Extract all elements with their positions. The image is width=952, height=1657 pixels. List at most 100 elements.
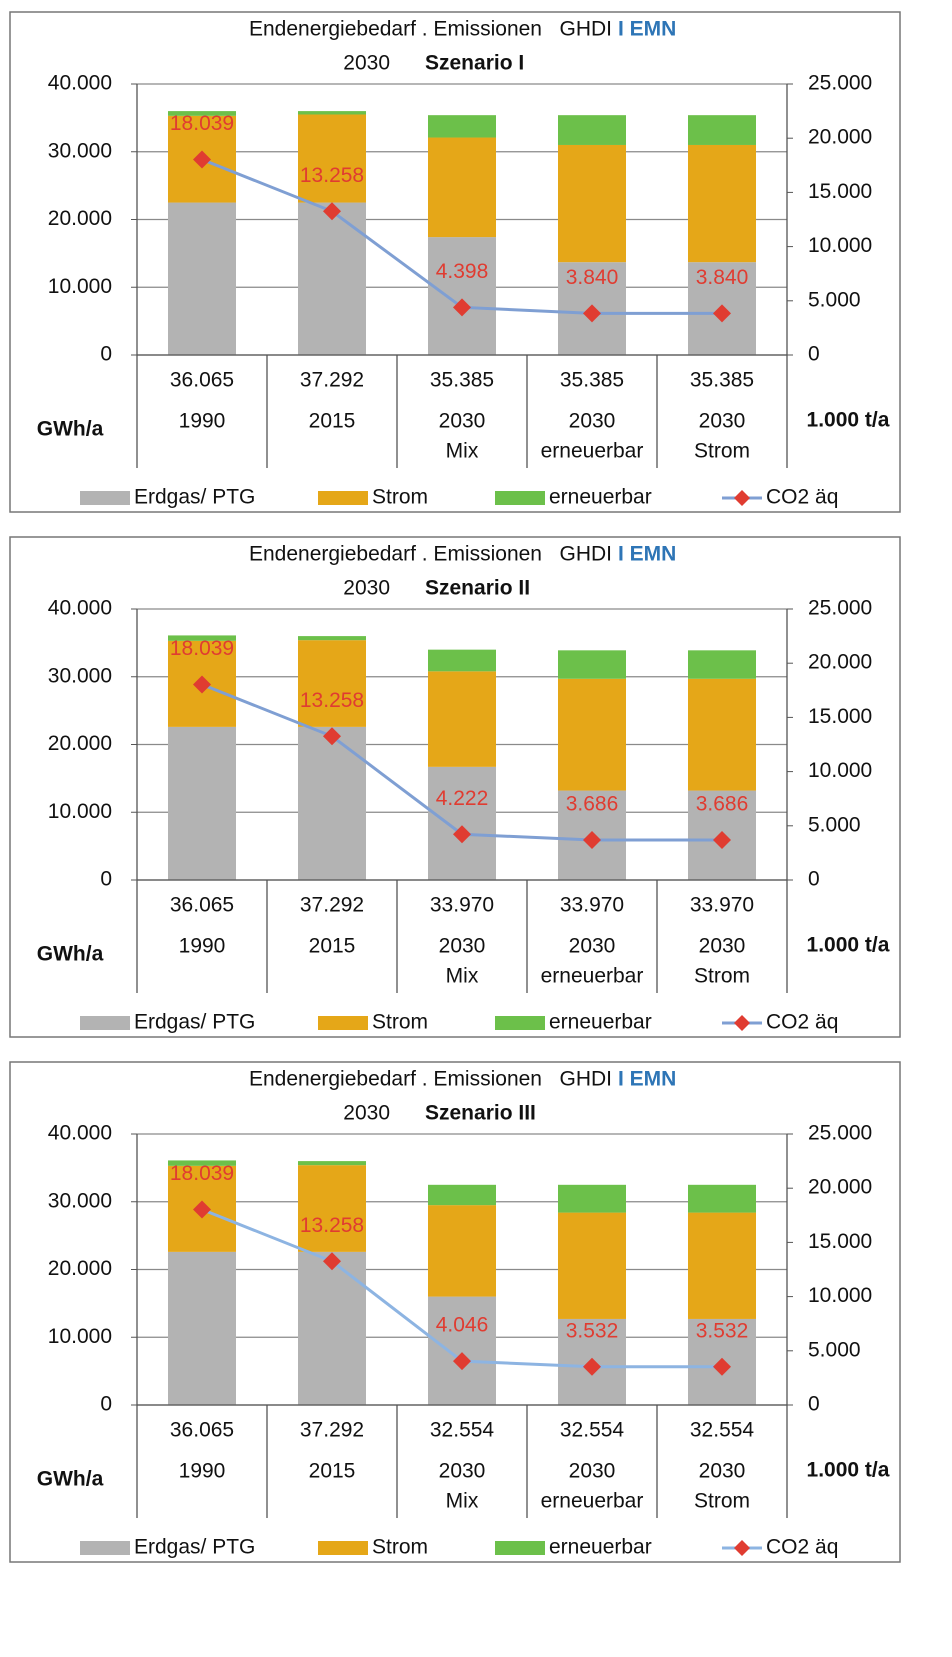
- y2-tick-label: 25.000: [808, 72, 872, 95]
- bar-segment: [688, 1184, 756, 1213]
- x-tick-label: Strom: [694, 440, 750, 463]
- co2-marker: [323, 727, 341, 746]
- y2-tick-label: 20.000: [808, 651, 872, 674]
- x-tick-label: 2030: [569, 410, 616, 433]
- total-label: 35.385: [560, 369, 624, 392]
- bar-segment: [428, 649, 496, 672]
- x-tick-label: 2030: [439, 935, 486, 958]
- data-label: 3.686: [566, 793, 619, 816]
- bar-segment: [298, 1251, 366, 1405]
- y-tick-label: 20.000: [48, 732, 112, 755]
- y-tick-label: 0: [100, 868, 112, 891]
- y2-tick-label: 20.000: [808, 126, 872, 149]
- total-label: 33.970: [690, 894, 754, 917]
- x-tick-label: 1990: [179, 1460, 226, 1483]
- legend-label: erneuerbar: [549, 486, 652, 509]
- y2-axis-label: 1.000 t/a: [807, 409, 890, 432]
- data-label: 3.840: [696, 266, 749, 289]
- data-label: 13.258: [300, 689, 364, 712]
- bar-segment: [688, 678, 756, 791]
- data-label: 3.532: [566, 1319, 619, 1342]
- y2-tick-label: 10.000: [808, 234, 872, 257]
- data-label: 3.840: [566, 266, 619, 289]
- y2-tick-label: 5.000: [808, 813, 861, 836]
- legend-swatch: [495, 1016, 545, 1030]
- y2-tick-label: 0: [808, 868, 820, 891]
- y-tick-label: 10.000: [48, 275, 112, 298]
- y2-tick-label: 15.000: [808, 705, 872, 728]
- co2-marker: [713, 831, 731, 850]
- bar-segment: [428, 237, 496, 355]
- legend-label: Erdgas/ PTG: [134, 1011, 255, 1034]
- y2-axis-label: 1.000 t/a: [807, 1459, 890, 1482]
- y-axis-label: GWh/a: [37, 943, 104, 966]
- bar-segment: [168, 202, 236, 355]
- data-label: 4.398: [436, 260, 489, 283]
- co2-marker: [583, 831, 601, 850]
- bar-segment: [298, 1165, 366, 1252]
- subtitle-year: 2030: [343, 52, 390, 75]
- co2-marker: [193, 675, 211, 694]
- x-tick-label: 2030: [439, 410, 486, 433]
- bar-segment: [558, 144, 626, 263]
- y-tick-label: 0: [100, 1393, 112, 1416]
- bar-segment: [688, 1212, 756, 1319]
- total-label: 37.292: [300, 894, 364, 917]
- x-tick-label: 2015: [309, 935, 356, 958]
- y-tick-label: 10.000: [48, 1325, 112, 1348]
- y2-tick-label: 0: [808, 1393, 820, 1416]
- bar-segment: [298, 202, 366, 355]
- bar-segment: [298, 726, 366, 880]
- bar-segment: [168, 1160, 236, 1166]
- legend-label: Erdgas/ PTG: [134, 486, 255, 509]
- y-tick-label: 40.000: [48, 597, 112, 620]
- y2-tick-label: 25.000: [808, 1122, 872, 1145]
- y-tick-label: 10.000: [48, 800, 112, 823]
- x-tick-label: 2015: [309, 410, 356, 433]
- legend-label: Strom: [372, 1011, 428, 1034]
- bar-segment: [298, 640, 366, 727]
- total-label: 33.970: [560, 894, 624, 917]
- legend-label: erneuerbar: [549, 1536, 652, 1559]
- y-axis-label: GWh/a: [37, 418, 104, 441]
- chart-title: Endenergiebedarf . Emissionen GHDI: [249, 18, 612, 41]
- co2-marker: [193, 1200, 211, 1219]
- bar-segment: [428, 115, 496, 138]
- legend-label: CO2 äq: [766, 486, 838, 509]
- data-label: 4.046: [436, 1314, 489, 1337]
- total-label: 36.065: [170, 894, 234, 917]
- x-tick-label: Mix: [446, 440, 479, 463]
- x-tick-label: erneuerbar: [541, 440, 644, 463]
- data-label: 4.222: [436, 787, 489, 810]
- bar-segment: [558, 115, 626, 145]
- y2-tick-label: 10.000: [808, 759, 872, 782]
- bar-segment: [428, 671, 496, 767]
- y-axis-label: GWh/a: [37, 1468, 104, 1491]
- co2-marker: [453, 298, 471, 317]
- x-tick-label: 2030: [699, 935, 746, 958]
- x-tick-label: 2030: [569, 935, 616, 958]
- x-tick-label: 2030: [699, 410, 746, 433]
- legend-swatch: [318, 491, 368, 505]
- bar-segment: [428, 1184, 496, 1206]
- legend-swatch: [80, 1541, 130, 1555]
- data-label: 18.039: [170, 112, 234, 135]
- bar-segment: [558, 650, 626, 679]
- legend-label: CO2 äq: [766, 1011, 838, 1034]
- total-label: 35.385: [430, 369, 494, 392]
- co2-marker: [583, 1357, 601, 1376]
- chart-title-highlight: I EMN: [618, 18, 676, 41]
- chart-title-highlight: I EMN: [618, 1068, 676, 1091]
- data-label: 18.039: [170, 637, 234, 660]
- x-tick-label: erneuerbar: [541, 965, 644, 988]
- y2-tick-label: 0: [808, 343, 820, 366]
- subtitle-year: 2030: [343, 577, 390, 600]
- total-label: 37.292: [300, 1419, 364, 1442]
- bar-segment: [428, 137, 496, 238]
- legend-marker: [734, 1015, 750, 1031]
- data-label: 18.039: [170, 1162, 234, 1185]
- bar-segment: [168, 111, 236, 116]
- chart-title-highlight: I EMN: [618, 543, 676, 566]
- co2-marker: [713, 1357, 731, 1376]
